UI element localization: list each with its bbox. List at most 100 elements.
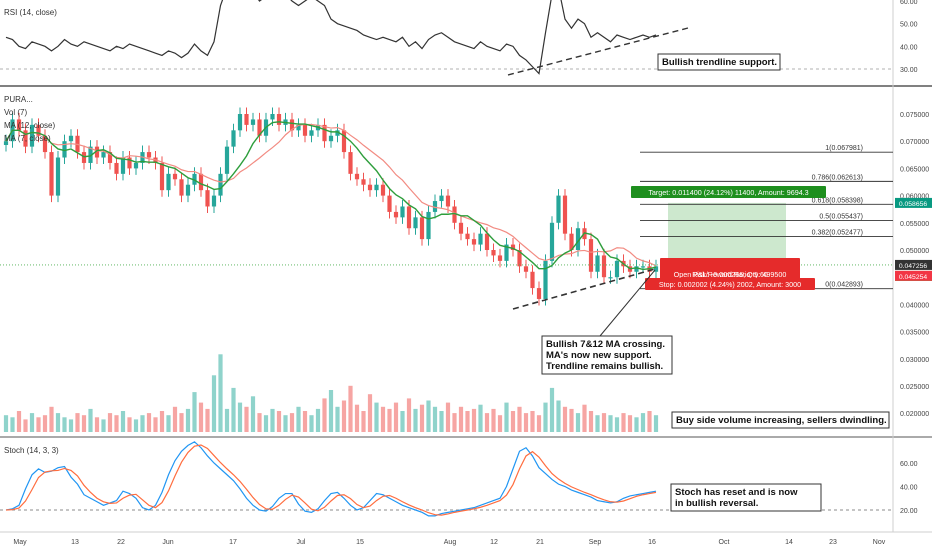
rsi-axis-tick: 30.00 [900,67,918,74]
volume-bar [198,402,204,432]
candle-body [309,130,314,136]
candle-body [562,195,568,234]
volume-bar [133,419,139,432]
price-tag [895,270,932,281]
volume-bar [582,404,587,432]
volume-bar [42,415,48,432]
volume-bar [504,402,509,432]
candle-body [387,195,392,212]
volume-bar [393,402,399,432]
candle-body [517,250,522,267]
x-axis-tick: 22 [117,539,125,546]
x-axis-tick: 21 [536,539,544,546]
volume-bar [55,413,61,432]
stoch-axis-tick: 20.00 [900,508,918,515]
volume-bar [569,408,574,432]
candle-body [179,179,184,196]
stop-label-box [645,278,815,290]
candle-body [543,260,548,299]
price-tag [895,197,932,208]
x-axis-tick: 15 [356,539,364,546]
volume-bar [88,408,93,432]
candle-body [341,130,347,153]
volume-bar [556,400,561,432]
price-pane-label: MA (12, close) [4,121,55,130]
volume-bar [237,402,243,432]
candle-body [172,173,178,180]
candle-body [439,195,444,202]
price-axis-tick: 0.055000 [900,221,929,228]
candle-body [55,157,61,196]
candle-body [575,228,581,250]
candle-body [107,152,113,163]
volume-bar [10,417,15,432]
volume-bar [296,406,301,432]
stoch-note: Stoch has reset and is now [675,487,798,498]
volume-bar [478,404,483,432]
volume-bar [517,406,522,432]
volume-bar [387,408,392,432]
candle-body [484,233,490,250]
candle-body [445,195,451,207]
rsi-axis-tick: 50.00 [900,22,918,29]
candle-body [205,190,210,207]
target-zone [668,202,786,265]
volume-bar [575,413,581,432]
x-axis-tick: Jul [297,539,306,546]
fib-level-label: 0.5(0.055437) [819,213,863,220]
open-pl-label: Open P&L: -0.000256, Qty: 499500 [674,270,787,279]
candle-body [36,124,41,136]
volume-bar [471,408,477,432]
volume-bar [114,415,119,432]
volume-bar [439,411,444,432]
target-label-box [631,186,826,198]
candle-body [478,233,483,245]
volume-bar [16,411,22,432]
volume-bar [244,406,249,432]
stoch-axis-tick: 60.00 [900,461,918,468]
fib-level-label: 0.382(0.052477) [812,230,863,237]
volume-bar [315,408,321,432]
candle-body [608,277,613,279]
fib-level-label: 0(0.042893) [825,282,863,289]
volume-bar [601,413,607,432]
candle-body [224,146,230,174]
ma-note-pointer [599,269,656,337]
candle-body [250,119,256,125]
x-axis-tick: Aug [444,539,457,546]
volume-bar [562,406,568,432]
volume-bar [400,411,405,432]
price-axis-tick: 0.025000 [900,384,929,391]
stoch-pane-label: Stoch (14, 3, 3) [4,446,59,455]
rsi-note-box [657,53,781,71]
candle-body [432,201,438,212]
volume-bar [380,406,386,432]
stoch-note-box [670,483,822,512]
x-axis-tick: Oct [719,539,730,546]
candle-body [276,114,282,125]
rsi-trendline [507,27,689,76]
volume-bar [276,411,282,432]
volume-bar [491,408,496,432]
rsi-note: Bullish trendline support. [662,57,777,68]
volume-bar [341,400,347,432]
target-label: Target: 0.011400 (24.12%) 11400, Amount:… [648,188,808,197]
volume-bar [270,408,275,432]
volume-bar [523,413,529,432]
volume-bar [549,387,555,432]
volume-bar [614,417,620,432]
candle-body [361,179,366,185]
candle-body [159,162,165,191]
volume-bar [146,413,152,432]
volume-bar [49,406,54,432]
volume-bar [406,398,412,432]
volume-bar [309,415,314,432]
volume-bar [497,415,503,432]
price-tag-text: 0.047256 [899,263,928,270]
candle-body [465,233,470,240]
volume-bar [185,408,191,432]
candle-body [94,146,100,158]
candle-body [328,135,334,142]
volume-bar [458,406,464,432]
